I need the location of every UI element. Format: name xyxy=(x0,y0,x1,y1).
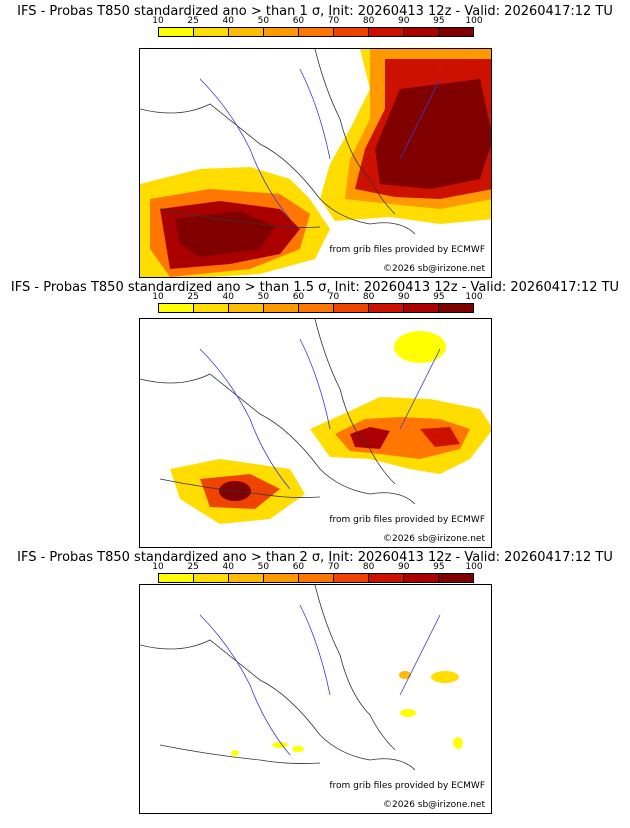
probability-field xyxy=(140,49,491,277)
colorbar-segment xyxy=(264,304,299,312)
colorbar-segment xyxy=(299,28,334,36)
colorbar-tick-label: 80 xyxy=(362,292,375,302)
colorbar-tick-label: 50 xyxy=(257,292,270,302)
colorbar-tick-label: 40 xyxy=(222,16,234,26)
colorbar-segment xyxy=(194,304,229,312)
colorbar-tick-label: 70 xyxy=(327,292,340,302)
colorbar-segment xyxy=(404,28,439,36)
colorbar-tick-label: 60 xyxy=(292,292,305,302)
rivers xyxy=(199,68,441,220)
copyright-credit: ©2026 sb@irizone.net xyxy=(381,800,487,810)
colorbar-tick-label: 80 xyxy=(362,562,375,572)
colorbar-segment xyxy=(229,304,264,312)
colorbar-tick-label: 40 xyxy=(222,562,234,572)
copyright-credit: ©2026 sb@irizone.net xyxy=(381,534,487,544)
colorbar-tick-label: 60 xyxy=(292,16,305,26)
colorbar-segment xyxy=(439,28,473,36)
probability-map: from grib files provided by ECMWF ©2026 … xyxy=(139,584,492,814)
colorbar-segment xyxy=(229,28,264,36)
colorbar-segment xyxy=(439,304,473,312)
colorbar-tick-label: 25 xyxy=(187,562,199,572)
probability-colorbar xyxy=(158,573,474,583)
colorbar-segment xyxy=(264,574,299,582)
colorbar-ticks: 10 25 40 50 60 70 80 90 95 100 xyxy=(152,562,482,573)
map-svg xyxy=(140,319,491,524)
colorbar-segment xyxy=(194,28,229,36)
copyright-credit: ©2026 sb@irizone.net xyxy=(381,264,487,274)
colorbar-tick-label: 100 xyxy=(465,562,483,572)
colorbar-segment xyxy=(439,574,473,582)
colorbar-segment xyxy=(369,304,404,312)
probability-field xyxy=(231,671,463,756)
map-svg xyxy=(140,585,463,771)
colorbar-tick-label: 90 xyxy=(398,16,410,26)
country-borders xyxy=(140,49,416,235)
panel-3: IFS - Probas T850 standardized ano > tha… xyxy=(0,546,630,828)
colorbar-tick-label: 25 xyxy=(187,16,199,26)
colorbar-segment xyxy=(404,304,439,312)
colorbar-tick-label: 40 xyxy=(222,292,234,302)
colorbar-tick-label: 100 xyxy=(465,16,483,26)
data-source-credit: from grib files provided by ECMWF xyxy=(327,515,487,525)
data-source-credit: from grib files provided by ECMWF xyxy=(327,245,487,255)
rivers xyxy=(199,604,441,756)
colorbar-tick-label: 50 xyxy=(257,16,270,26)
colorbar-tick-label: 50 xyxy=(257,562,270,572)
probability-colorbar xyxy=(158,303,474,313)
panel-title: IFS - Probas T850 standardized ano > tha… xyxy=(17,4,613,19)
colorbar-tick-label: 10 xyxy=(152,562,164,572)
colorbar-ticks: 10 25 40 50 60 70 80 90 95 100 xyxy=(152,292,482,303)
data-source-credit: from grib files provided by ECMWF xyxy=(327,781,487,791)
colorbar-tick-label: 70 xyxy=(327,562,340,572)
probability-map: from grib files provided by ECMWF ©2026 … xyxy=(139,318,492,548)
colorbar-tick-label: 10 xyxy=(152,16,164,26)
probability-field xyxy=(170,331,491,524)
rivers xyxy=(199,338,441,490)
colorbar-tick-label: 70 xyxy=(327,16,340,26)
colorbar-tick-label: 90 xyxy=(398,562,410,572)
colorbar-tick-label: 95 xyxy=(433,292,445,302)
colorbar-tick-label: 80 xyxy=(362,16,375,26)
country-borders xyxy=(140,319,416,505)
colorbar-segment xyxy=(299,304,334,312)
colorbar-tick-label: 10 xyxy=(152,292,164,302)
colorbar-tick-label: 60 xyxy=(292,562,305,572)
colorbar-segment xyxy=(194,574,229,582)
colorbar-segment xyxy=(334,304,369,312)
colorbar-tick-label: 25 xyxy=(187,292,199,302)
colorbar-segment xyxy=(264,28,299,36)
colorbar-segment xyxy=(159,304,194,312)
colorbar-segment xyxy=(159,574,194,582)
panel-1: IFS - Probas T850 standardized ano > tha… xyxy=(0,0,630,280)
panel-2: IFS - Probas T850 standardized ano > tha… xyxy=(0,276,630,548)
colorbar-segment xyxy=(404,574,439,582)
colorbar-segment xyxy=(229,574,264,582)
colorbar-segment xyxy=(369,28,404,36)
map-svg xyxy=(140,49,491,277)
colorbar-segment xyxy=(334,574,369,582)
colorbar-ticks: 10 25 40 50 60 70 80 90 95 100 xyxy=(152,16,482,27)
colorbar-segment xyxy=(159,28,194,36)
colorbar-tick-label: 100 xyxy=(465,292,483,302)
colorbar-tick-label: 95 xyxy=(433,562,445,572)
colorbar-segment xyxy=(334,28,369,36)
panel-title: IFS - Probas T850 standardized ano > tha… xyxy=(10,280,620,295)
probability-map: from grib files provided by ECMWF ©2026 … xyxy=(139,48,492,278)
country-borders xyxy=(140,585,416,771)
panel-title: IFS - Probas T850 standardized ano > tha… xyxy=(17,550,613,565)
probability-colorbar xyxy=(158,27,474,37)
colorbar-tick-label: 95 xyxy=(433,16,445,26)
colorbar-segment xyxy=(299,574,334,582)
colorbar-segment xyxy=(369,574,404,582)
colorbar-tick-label: 90 xyxy=(398,292,410,302)
